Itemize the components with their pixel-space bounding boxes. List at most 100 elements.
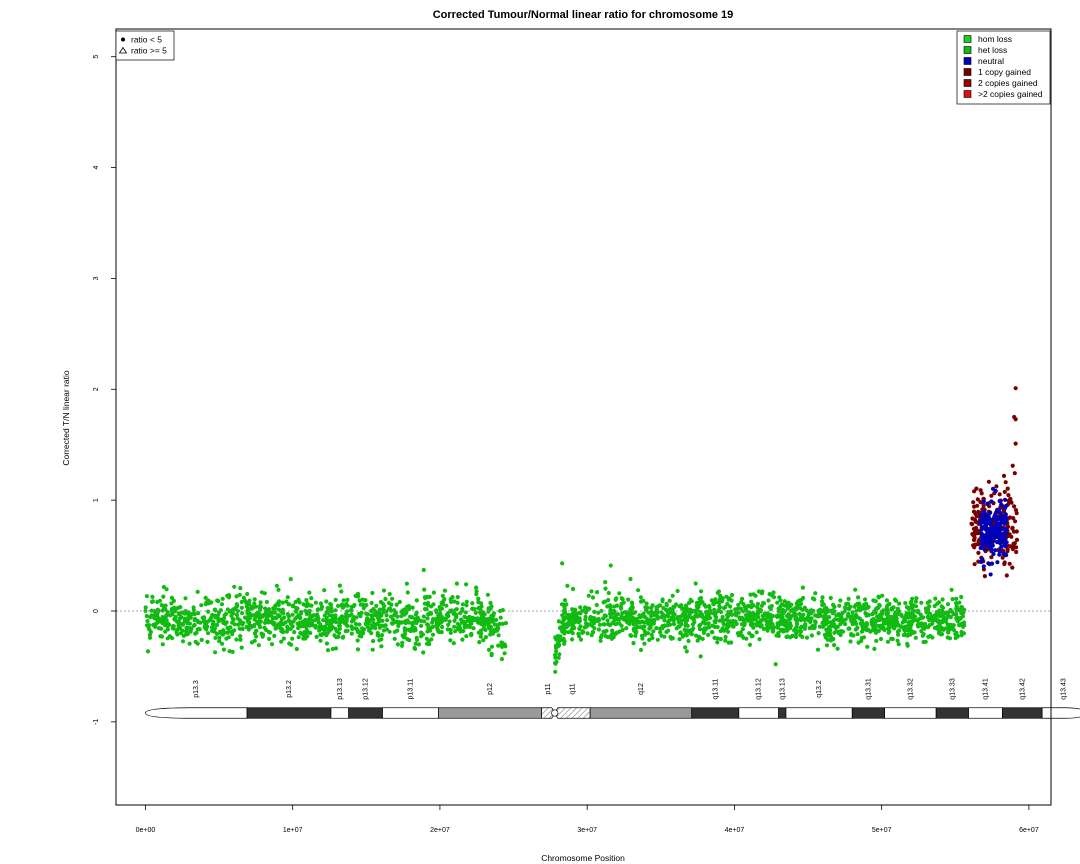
data-point <box>583 621 589 626</box>
data-point <box>440 624 445 630</box>
data-point <box>695 608 700 613</box>
data-point <box>644 601 649 606</box>
data-point <box>421 614 426 619</box>
data-point <box>562 641 567 646</box>
data-point <box>1003 527 1008 532</box>
data-point <box>217 635 222 640</box>
data-point <box>890 621 895 627</box>
data-point <box>427 594 432 600</box>
data-point <box>577 610 582 616</box>
ideogram-band <box>382 707 439 719</box>
data-point <box>695 638 700 643</box>
data-point <box>954 616 959 621</box>
data-point <box>474 592 479 597</box>
data-point <box>613 614 618 619</box>
data-point <box>891 615 896 620</box>
data-point <box>812 619 818 624</box>
data-point <box>464 634 469 639</box>
data-point <box>979 513 984 518</box>
data-point <box>988 544 993 549</box>
data-point <box>324 610 329 615</box>
data-point <box>992 514 997 519</box>
x-tick-label: 3e+07 <box>577 827 597 834</box>
data-point <box>723 634 728 640</box>
data-point <box>240 622 245 627</box>
data-point <box>395 642 400 647</box>
band-label: q13.31 <box>865 678 872 700</box>
band-label: q11 <box>569 683 576 694</box>
data-point <box>397 599 402 605</box>
data-point <box>479 609 484 614</box>
data-point <box>327 626 332 631</box>
data-point <box>736 610 741 615</box>
band-label: q13.2 <box>816 680 823 698</box>
data-point <box>617 617 622 622</box>
data-point <box>290 604 295 609</box>
data-point <box>348 608 353 613</box>
data-point <box>148 629 153 635</box>
data-point <box>808 608 813 613</box>
data-point <box>595 590 600 595</box>
data-point <box>226 593 232 598</box>
data-point <box>483 635 488 640</box>
data-point <box>554 649 559 654</box>
data-point <box>280 600 285 605</box>
data-point <box>837 603 842 608</box>
data-point <box>486 609 491 614</box>
data-point <box>912 618 917 623</box>
data-point <box>683 621 689 626</box>
data-point <box>337 583 342 588</box>
data-point <box>363 598 368 603</box>
data-point <box>578 605 583 610</box>
data-point <box>336 603 341 609</box>
data-point <box>402 635 407 640</box>
data-point <box>229 608 234 613</box>
data-point <box>221 647 226 652</box>
data-point <box>464 599 469 605</box>
ideogram-band <box>738 707 779 719</box>
data-point <box>276 613 281 618</box>
data-point <box>269 642 275 647</box>
data-point <box>638 615 643 620</box>
data-point <box>665 612 671 617</box>
data-point <box>422 619 427 624</box>
data-point <box>1013 386 1018 391</box>
data-point <box>694 633 699 638</box>
data-point <box>838 632 843 638</box>
data-point <box>970 532 976 537</box>
data-point <box>652 617 657 623</box>
legend-label: neutral <box>978 56 1004 66</box>
data-point <box>1010 565 1015 570</box>
data-point <box>864 611 869 617</box>
data-point <box>860 626 866 631</box>
data-point <box>407 607 412 612</box>
data-point <box>592 609 597 615</box>
data-point <box>951 623 956 628</box>
data-point <box>272 605 277 610</box>
data-point <box>261 612 266 618</box>
data-point <box>363 621 368 627</box>
data-point <box>893 598 899 603</box>
data-point <box>489 653 494 658</box>
y-tick-label: -1 <box>93 719 100 725</box>
ideogram-band <box>785 707 853 719</box>
data-point <box>459 617 464 622</box>
data-point <box>377 625 382 630</box>
data-point <box>713 597 718 602</box>
data-point <box>630 611 636 616</box>
data-point <box>646 619 651 625</box>
data-point <box>895 629 901 635</box>
data-point <box>697 634 702 639</box>
data-point <box>203 602 208 607</box>
data-point <box>610 628 615 633</box>
data-point <box>751 592 756 597</box>
data-point <box>160 608 165 613</box>
data-point <box>993 548 998 553</box>
y-tick-label: 3 <box>93 276 100 280</box>
band-label: q13.13 <box>779 678 786 700</box>
data-point <box>247 598 252 603</box>
data-point <box>421 567 426 573</box>
band-label: q12 <box>638 683 645 695</box>
data-point <box>344 611 349 616</box>
data-point <box>239 605 244 610</box>
